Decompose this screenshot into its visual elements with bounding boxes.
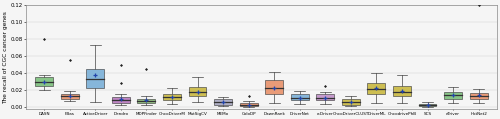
Y-axis label: The recall of CGC cancer genes: The recall of CGC cancer genes xyxy=(4,11,8,104)
Bar xyxy=(188,87,206,96)
Bar xyxy=(86,69,104,88)
Bar xyxy=(265,80,283,94)
Bar xyxy=(393,86,411,96)
Bar xyxy=(138,99,156,103)
Bar xyxy=(470,93,488,99)
Bar xyxy=(163,94,181,100)
Bar xyxy=(291,94,308,100)
Bar xyxy=(61,94,78,99)
Bar xyxy=(368,83,386,94)
Bar xyxy=(112,97,130,103)
Bar xyxy=(214,99,232,104)
Bar xyxy=(35,77,53,86)
Bar xyxy=(444,92,462,99)
Bar xyxy=(418,104,436,106)
Bar xyxy=(240,103,258,106)
Bar xyxy=(342,99,360,104)
Bar xyxy=(316,94,334,100)
